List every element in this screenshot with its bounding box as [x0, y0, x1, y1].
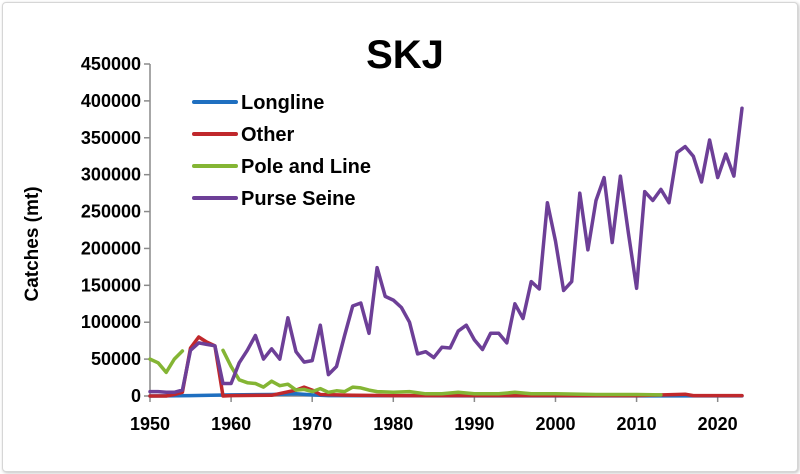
x-tick-label: 1970: [292, 414, 332, 434]
axes: [144, 63, 742, 402]
x-tick-label: 2010: [617, 414, 657, 434]
y-tick-label: 100000: [81, 312, 141, 332]
y-tick-label: 0: [131, 386, 141, 406]
legend-label-other: Other: [241, 124, 295, 146]
series-lines: [148, 106, 744, 398]
chart-title: SKJ: [366, 33, 444, 77]
y-tick-label: 50000: [91, 349, 141, 369]
series-line-pole-and-line: [148, 349, 185, 375]
y-tick-label: 250000: [81, 202, 141, 222]
y-tick-label: 350000: [81, 128, 141, 148]
x-tick-label: 2000: [535, 414, 575, 434]
series-line-purse-seine: [148, 106, 744, 395]
y-axis-label: Catches (mt): [22, 186, 43, 301]
legend-label-pole-and-line: Pole and Line: [241, 156, 371, 178]
y-tick-label: 400000: [81, 91, 141, 111]
legend-label-longline: Longline: [241, 92, 324, 114]
x-tick-label: 1980: [373, 414, 413, 434]
legend-label-purse-seine: Purse Seine: [241, 188, 356, 210]
x-tick-label: 1960: [211, 414, 251, 434]
y-tick-label: 200000: [81, 238, 141, 258]
y-tick-label: 300000: [81, 165, 141, 185]
x-tick-label: 1990: [454, 414, 494, 434]
x-tick-label: 1950: [130, 414, 170, 434]
series-line-pole-and-line: [221, 348, 663, 397]
tick-labels: 0 50000 100000 150000 200000 250000 300000 3500…: [81, 54, 738, 434]
x-tick-label: 2020: [698, 414, 738, 434]
y-tick-label: 450000: [81, 54, 141, 74]
y-tick-label: 150000: [81, 275, 141, 295]
legend: Longline Other Pole and Line Purse Seine: [192, 92, 371, 210]
